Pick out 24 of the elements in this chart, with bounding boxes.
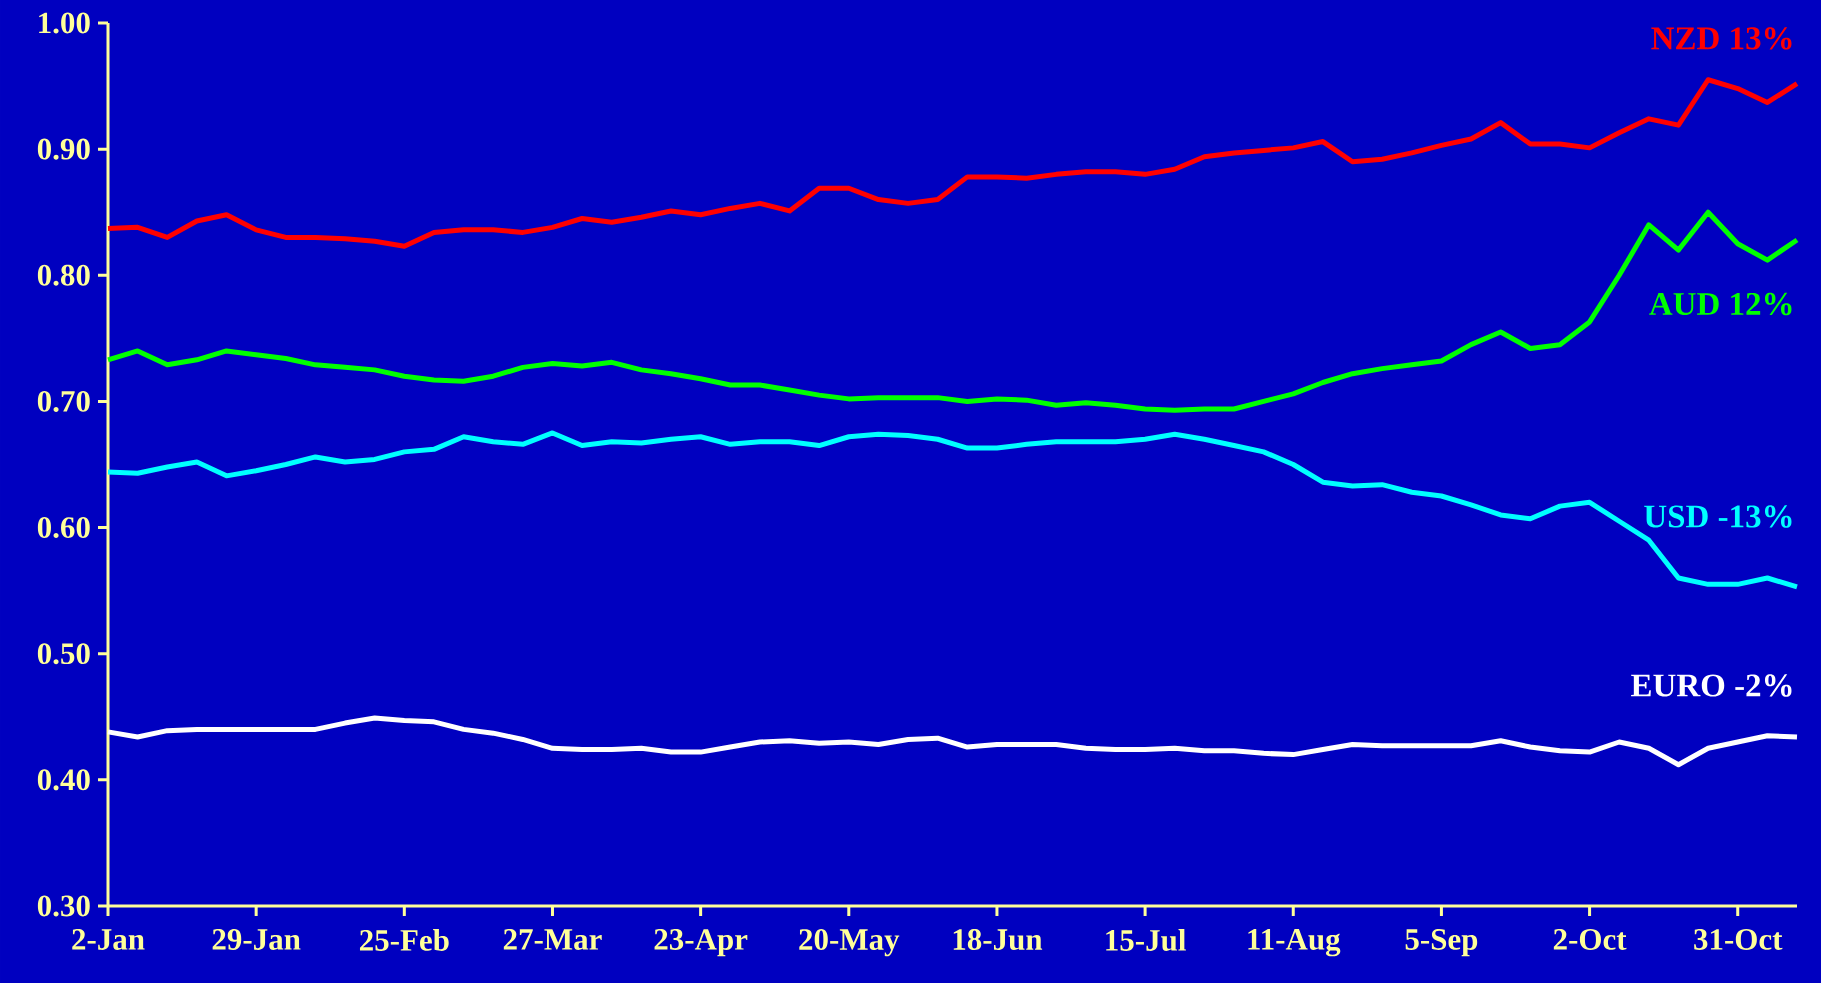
y-tick-label: 0.30	[37, 895, 90, 917]
y-tick-label: 0.40	[37, 769, 90, 791]
x-tick-label: 31-Oct	[1694, 929, 1783, 950]
x-tick-label: 2-Jan	[72, 929, 145, 950]
y-tick-label: 0.80	[37, 264, 90, 286]
y-tick-label: 1.00	[39, 12, 90, 34]
x-tick-label: 29-Jan	[212, 929, 301, 950]
x-tick-label: 27-Mar	[503, 929, 602, 950]
series-label: NZD 13%	[1651, 27, 1792, 50]
x-tick-label: 5-Sep	[1405, 929, 1478, 957]
series-label: USD -13%	[1644, 505, 1792, 528]
y-tick-label: 0.70	[37, 390, 90, 412]
x-tick-label: 15-Jul	[1106, 929, 1186, 951]
y-tick-label: 0.60	[37, 517, 90, 539]
x-tick-label: 18-Jun	[953, 929, 1043, 951]
y-tick-label: 0.90	[37, 138, 90, 160]
x-tick-label: 23-Apr	[654, 929, 748, 957]
x-tick-label: 2-Oct	[1553, 929, 1627, 950]
y-tick-label: 0.50	[37, 643, 90, 665]
series-label: AUD 12%	[1649, 292, 1792, 316]
x-tick-label: 20-May	[799, 929, 900, 957]
x-tick-label: 11-Aug	[1248, 929, 1341, 957]
x-tick-label: 25-Feb	[359, 929, 449, 951]
series-label: EURO -2%	[1631, 674, 1792, 697]
